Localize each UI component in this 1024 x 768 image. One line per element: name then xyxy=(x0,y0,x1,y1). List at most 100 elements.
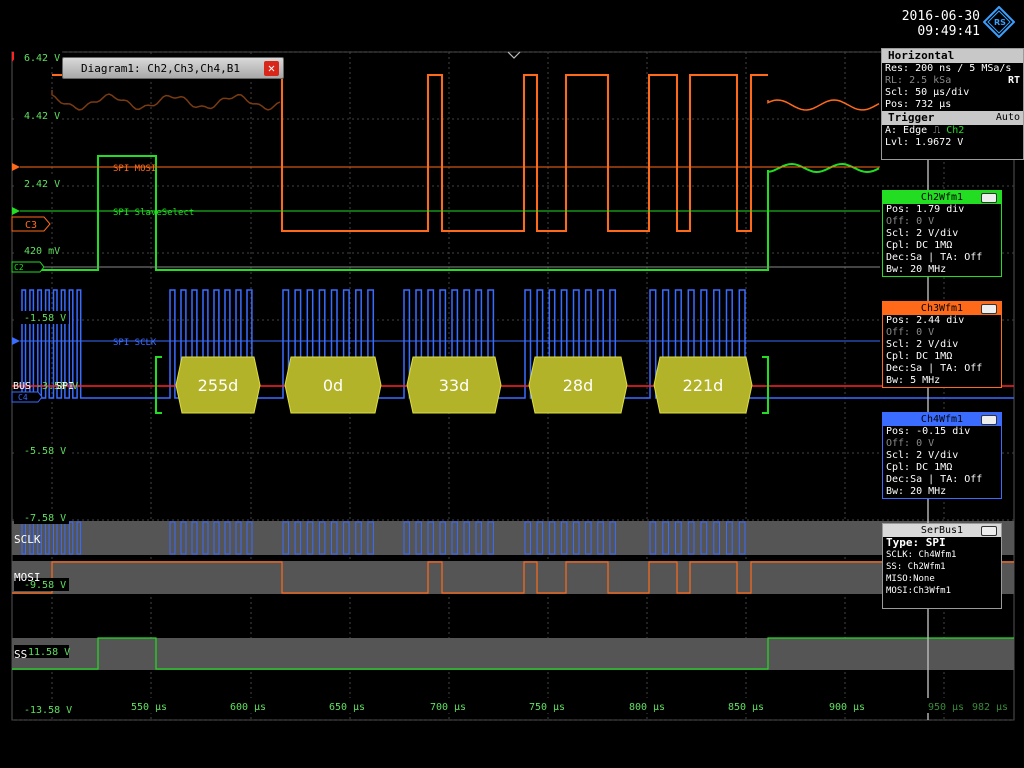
frame-start-bracket xyxy=(155,356,162,414)
channel-panel-3[interactable]: Ch3Wfm1 Pos: 2.44 div Off: 0 V Scl: 2 V/… xyxy=(882,301,1002,388)
sclk-lane-pulse xyxy=(282,521,289,555)
ch4-level-arrow[interactable] xyxy=(12,337,20,345)
bus-label-prefix: BUS xyxy=(13,381,31,392)
sclk-lane-pulse xyxy=(585,521,592,555)
mosi-lane-trace xyxy=(12,561,1014,594)
minimize-icon[interactable] xyxy=(981,304,997,314)
sclk-lane-pulse xyxy=(687,521,695,555)
channel-coupling: Cpl: DC 1MΩ xyxy=(886,462,953,473)
x-axis-label: 850 µs xyxy=(726,698,768,713)
y-axis-label-text: -1.58 V xyxy=(24,313,66,324)
sclk-lane-pulse xyxy=(649,521,657,555)
minimize-icon[interactable] xyxy=(981,526,997,536)
sclk-lane-pulse xyxy=(463,521,470,555)
horizontal-res: Res: 200 ns / 5 MSa/s xyxy=(885,63,1012,74)
x-axis-label-text: 700 µs xyxy=(430,702,466,713)
decoded-byte-value: 255d xyxy=(198,376,239,395)
y-axis-label: 420 mV xyxy=(14,244,62,257)
serbus-sclk: SCLK: Ch4Wfm1 xyxy=(886,550,957,560)
sclk-lane-pulse xyxy=(536,521,544,555)
sclk-lane-pulse xyxy=(235,521,242,555)
x-axis-label: 750 µs xyxy=(527,698,569,713)
graticule xyxy=(12,51,1014,721)
sclk-lane-pulse xyxy=(331,521,338,555)
channel-pos: Pos: 1.79 div xyxy=(886,204,965,215)
x-axis-label-text: 600 µs xyxy=(230,702,266,713)
y-axis-label-text: -5.58 V xyxy=(24,446,66,457)
channel-offset: Off: 0 V xyxy=(886,438,935,449)
y-axis-label: -3.58 V xyxy=(36,381,78,392)
rohde-schwarz-logo-icon: RS xyxy=(983,6,1015,38)
x-axis-labels: 550 µs 600 µs 650 µs 700 µs 750 µs 800 µs 850 … xyxy=(129,698,1012,713)
mosi-lane-label: MOSI xyxy=(14,571,41,584)
x-axis-label-text: 950 µs xyxy=(928,702,964,713)
y-axis-label: -9.58 V xyxy=(14,578,69,591)
sclk-lane-pulse xyxy=(246,521,253,555)
serbus-miso: MISO:None xyxy=(886,574,935,584)
sclk-lane-pulse xyxy=(68,521,74,555)
sclk-lane-pulse xyxy=(318,521,326,555)
channel-panel-4[interactable]: Ch4Wfm1 Pos: -0.15 div Off: 0 V Scl: 2 V… xyxy=(882,412,1002,499)
trigger-position-marker[interactable] xyxy=(507,51,521,59)
waveforms xyxy=(12,74,1014,399)
x-axis-label: 800 µs xyxy=(627,698,669,713)
c4-marker[interactable]: C4 xyxy=(11,391,43,403)
decoded-byte[interactable]: 33d xyxy=(406,356,502,414)
sclk-lane xyxy=(12,521,1014,555)
sclk-lane-pulse xyxy=(415,521,422,555)
ch2-ss-trace[interactable] xyxy=(12,155,880,271)
channel-panel-2[interactable]: Ch2Wfm1 Pos: 1.79 div Off: 0 V Scl: 2 V/… xyxy=(882,190,1002,277)
x-axis-label: 650 µs xyxy=(327,698,369,713)
x-axis-label: 982 µs xyxy=(970,698,1012,713)
horizontal-pos: Pos: 732 µs xyxy=(885,99,952,110)
sclk-lane-pulse xyxy=(487,521,494,555)
sclk-lane-pulse xyxy=(738,521,746,555)
x-axis-label-text: 650 µs xyxy=(329,702,365,713)
decoded-byte[interactable]: 255d xyxy=(175,356,261,414)
sclk-lane-pulse xyxy=(597,521,604,555)
decoded-byte[interactable]: 221d xyxy=(653,356,753,414)
y-axis-label: 4.42 V xyxy=(14,109,62,122)
ch4-sclk-trace[interactable] xyxy=(12,289,1014,399)
decoded-byte[interactable]: 28d xyxy=(528,356,628,414)
x-axis-label: 550 µs xyxy=(129,698,171,713)
x-axis-label: 700 µs xyxy=(428,698,470,713)
ch2-level-arrow[interactable] xyxy=(12,207,20,215)
x-axis-label-text: 900 µs xyxy=(829,702,865,713)
sclk-lane-pulse xyxy=(180,521,187,555)
digital-lanes xyxy=(12,521,1014,670)
sclk-wave-label: SPI SCLK xyxy=(113,338,157,348)
c2-marker[interactable]: C2 xyxy=(11,261,45,273)
y-axis-label-text: 11.58 V xyxy=(28,647,70,658)
y-axis-label: -1.58 V xyxy=(14,311,69,324)
ch3-level-arrow[interactable] xyxy=(12,163,20,171)
mosi-lane xyxy=(12,561,1014,594)
channel-coupling: Cpl: DC 1MΩ xyxy=(886,240,953,251)
x-axis-label: 600 µs xyxy=(228,698,270,713)
serbus-panel-header: SerBus1 xyxy=(883,524,1001,537)
close-icon[interactable]: ✕ xyxy=(264,61,279,76)
c3-marker[interactable]: C3 xyxy=(11,216,51,232)
sclk-lane-pulse xyxy=(213,521,220,555)
horizontal-trigger-panel[interactable]: Horizontal Res: 200 ns / 5 MSa/s RL: 2.5… xyxy=(881,48,1024,160)
y-axis-label-text: 420 mV xyxy=(24,246,60,257)
bus-y-label: -3.58 V xyxy=(36,381,78,392)
minimize-icon[interactable] xyxy=(981,415,997,425)
decoded-byte[interactable]: 0d xyxy=(284,356,382,414)
sclk-lane-pulse xyxy=(713,521,720,555)
y-axis-label: 2.42 V xyxy=(14,177,62,190)
minimize-icon[interactable] xyxy=(981,193,997,203)
svg-text:RS: RS xyxy=(994,18,1006,27)
y-axis-label: 6.42 V xyxy=(14,51,62,64)
y-axis-labels: 6.42 V 4.42 V 2.42 V 420 mV -1.58 V -3.58 V -5… xyxy=(14,51,78,716)
ch3-mosi-trace[interactable] xyxy=(52,74,768,232)
spi-decode-row: 255d 0d 33d 28d 221d xyxy=(155,356,769,414)
channel-offset: Off: 0 V xyxy=(886,327,935,338)
sclk-lane-pulse xyxy=(675,521,682,555)
ss-lane-trace xyxy=(12,637,1014,670)
sclk-lane-pulse xyxy=(700,521,708,555)
diagram-title-tab[interactable]: Diagram1: Ch2,Ch3,Ch4,B1 ✕ xyxy=(62,57,284,79)
sclk-lane-pulse xyxy=(439,521,446,555)
serbus-panel[interactable]: SerBus1 Type: SPI SCLK: Ch4Wfm1 SS: Ch2W… xyxy=(882,523,1002,609)
